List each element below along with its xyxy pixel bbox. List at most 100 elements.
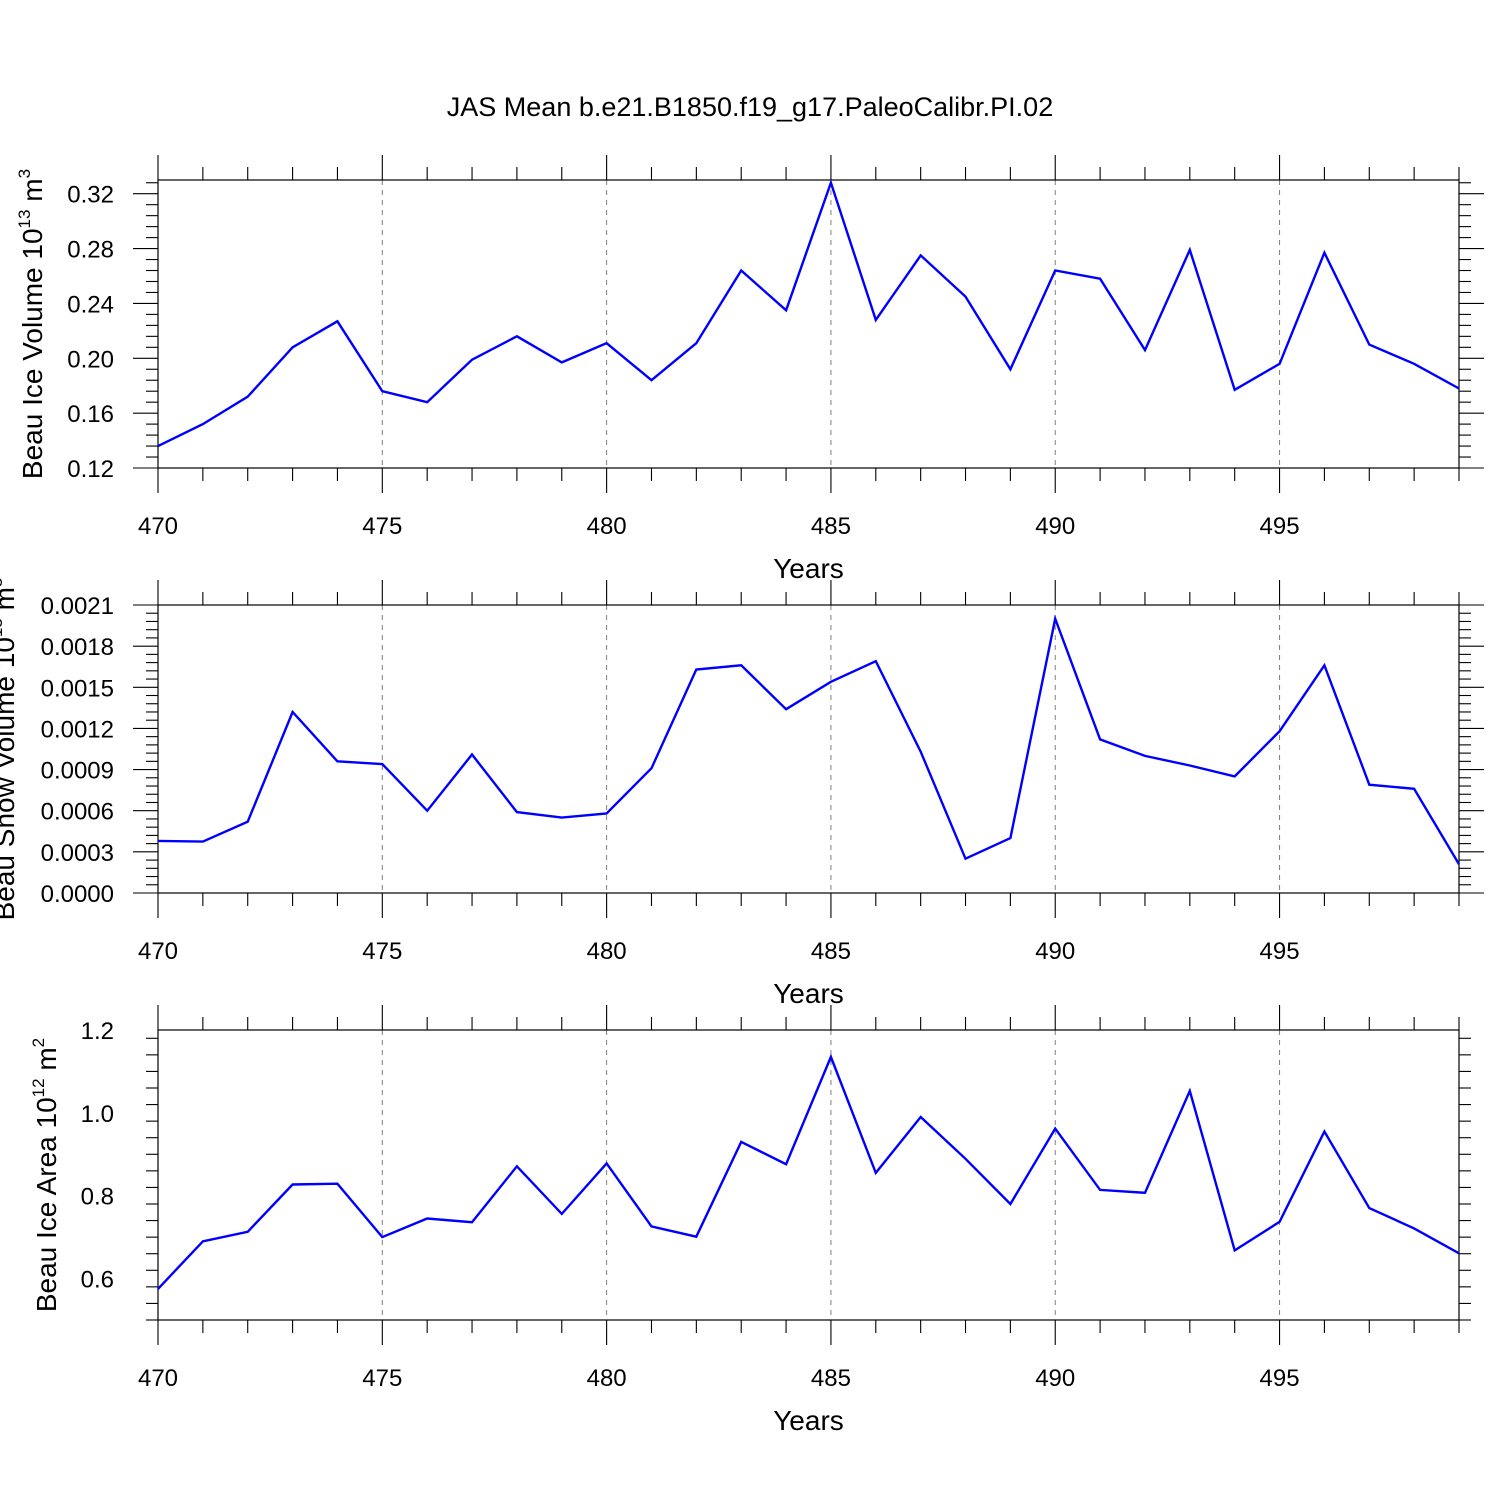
data-point [1099,278,1101,280]
x-tick-label: 475 [362,513,402,540]
data-point [202,840,204,842]
data-point [1278,730,1280,732]
data-point [336,760,338,762]
y-tick-label: 0.0003 [41,840,114,867]
data-point [426,401,428,403]
data-point [1054,1127,1056,1129]
data-point [291,711,293,713]
data-point [1099,738,1101,740]
data-point [336,320,338,322]
y-tick-label: 0.0015 [41,675,114,702]
data-point [785,708,787,710]
series-line [157,614,1461,865]
x-tick-label: 480 [587,938,627,965]
data-point [650,379,652,381]
data-point [202,423,204,425]
data-point [561,1213,563,1215]
x-tick-label: 485 [811,1365,851,1392]
data-point [1009,1203,1011,1205]
data-point [1009,837,1011,839]
data-point [605,812,607,814]
data-point [1189,764,1191,766]
data-point [919,751,921,753]
data-point [157,445,159,447]
data-point [516,1165,518,1167]
data-point [1278,363,1280,365]
panel-3: 0.6 0.8 1.0 1.2 470 475 480 485 490 495 Years Beau … [29,1005,1471,1436]
x-tick-label: 480 [587,1365,627,1392]
data-point [1189,1090,1191,1092]
data-point [381,1236,383,1238]
y-tick-label: 0.8 [81,1184,114,1211]
data-point [561,816,563,818]
data-point [1189,249,1191,251]
data-point [919,1116,921,1118]
data-point [471,753,473,755]
panel-1: 0.12 0.16 0.20 0.24 0.28 0.32 470 475 480 485 490 4… [15,155,1484,584]
data-point [695,668,697,670]
x-tick-label: 470 [138,513,178,540]
data-point [1054,269,1056,271]
data-point [740,269,742,271]
data-point [202,1240,204,1242]
data-point [830,1056,832,1058]
data-point [291,346,293,348]
data-point [157,840,159,842]
series-line [157,1053,1460,1290]
data-point [426,1217,428,1219]
data-point [919,254,921,256]
x-tick-label: 470 [138,1365,178,1392]
y-tick-label: 0.0006 [41,799,114,826]
data-point [605,342,607,344]
y-tick-label: 1.0 [81,1101,114,1128]
x-tick-label: 495 [1260,938,1300,965]
data-point [291,1183,293,1185]
panel-2: 0.0000 0.0003 0.0006 0.0009 0.0012 0.0015 0.00… [0,578,1484,1009]
data-point [1413,788,1415,790]
x-axis-label: Years [773,1405,844,1436]
data-point [1278,1221,1280,1223]
x-tick-label: 485 [811,938,851,965]
data-point [1009,368,1011,370]
data-point [650,1225,652,1227]
data-point [247,1231,249,1233]
data-point [1144,755,1146,757]
data-point [1144,1192,1146,1194]
data-point [964,858,966,860]
data-point [964,1158,966,1160]
x-axis-label: Years [773,978,844,1009]
y-tick-label: 0.0018 [41,634,114,661]
data-point [471,1221,473,1223]
data-point [830,182,832,184]
x-tick-label: 490 [1035,938,1075,965]
data-point [1413,1227,1415,1229]
data-point [247,395,249,397]
data-point [1233,775,1235,777]
data-point [426,810,428,812]
data-point [1458,1252,1460,1254]
series-line [157,178,1460,448]
data-point [1233,1249,1235,1251]
data-point [1458,387,1460,389]
y-tick-label: 0.20 [67,346,114,373]
data-point [740,664,742,666]
data-point [561,361,563,363]
data-point [1099,1189,1101,1191]
data-point [1368,343,1370,345]
x-tick-label: 470 [138,938,178,965]
x-tick-label: 495 [1260,1365,1300,1392]
x-tick-label: 490 [1035,1365,1075,1392]
y-axis-label: Beau Ice Volume 1013 m3 [15,169,48,479]
data-point [157,1288,159,1290]
data-point [1368,783,1370,785]
y-tick-label: 0.24 [67,291,114,318]
data-point [830,681,832,683]
data-point [875,319,877,321]
data-point [1144,349,1146,351]
data-point [1323,664,1325,666]
y-tick-label: 0.12 [67,456,114,483]
y-tick-label: 1.2 [81,1018,114,1045]
data-point [381,763,383,765]
y-tick-label: 0.16 [67,401,114,428]
y-axis-label: Beau Snow Volume 1013 m3 [0,578,20,921]
